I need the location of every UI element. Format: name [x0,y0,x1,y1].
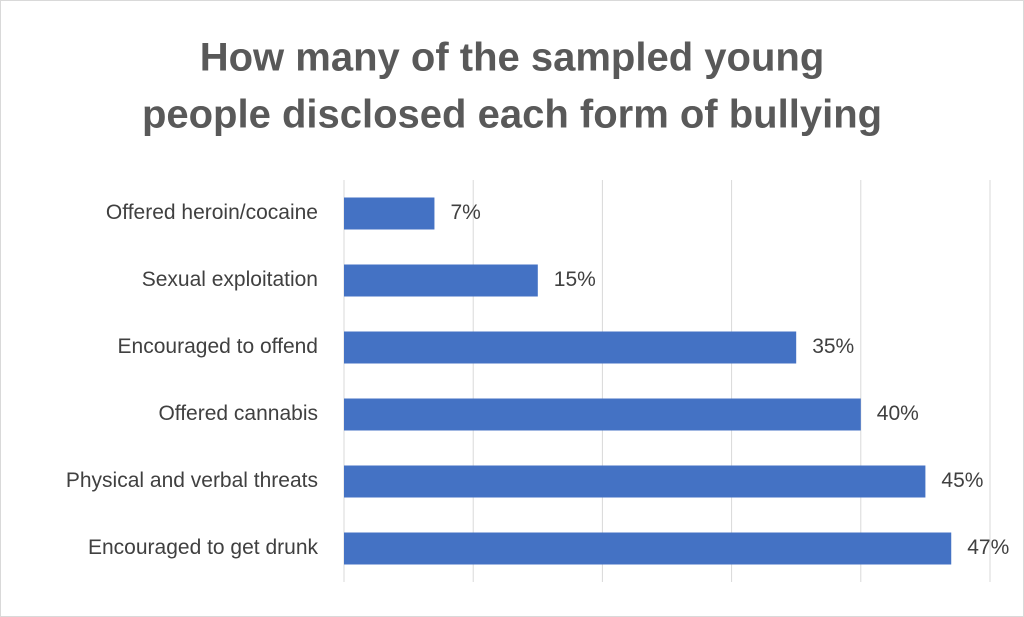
y-tick-label: Offered cannabis [158,402,318,425]
y-tick-label: Encouraged to offend [118,335,318,358]
bar [344,264,538,297]
data-label: 15% [554,268,596,291]
data-label: 45% [941,469,983,492]
y-tick-label: Sexual exploitation [142,268,318,291]
chart-title: people disclosed each form of bullying [142,93,882,137]
bar [344,398,861,431]
bar [344,197,435,230]
chart-title: How many of the sampled young [200,36,825,80]
y-tick-label: Encouraged to get drunk [88,536,318,559]
data-label: 7% [450,201,480,224]
data-label: 35% [812,335,854,358]
data-label: 40% [877,402,919,425]
bar [344,331,797,364]
bar [344,532,952,565]
y-tick-label: Offered heroin/cocaine [106,201,318,224]
bar [344,465,926,498]
data-label: 47% [967,536,1009,559]
y-tick-label: Physical and verbal threats [66,469,318,492]
